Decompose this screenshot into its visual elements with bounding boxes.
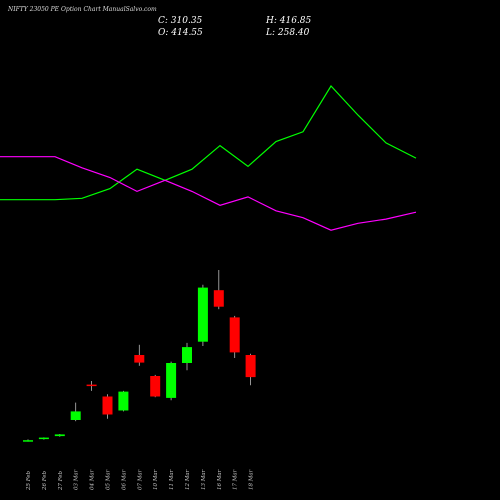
candle-body-6 <box>102 396 113 415</box>
candle-body-7 <box>118 391 129 411</box>
open-value: O: 414.55 <box>158 28 203 38</box>
x-tick-label: 16 Mar <box>217 469 223 490</box>
x-tick-label: 07 Mar <box>137 469 143 490</box>
x-tick-label: 12 Mar <box>185 469 191 490</box>
candle-body-14 <box>229 317 240 353</box>
candle-body-8 <box>134 355 145 363</box>
x-tick-label: 11 Mar <box>169 469 175 490</box>
chart-title: NIFTY 23050 PE Option Chart ManualSalvo.… <box>8 6 157 13</box>
candle-body-2 <box>38 437 49 440</box>
overlay-line-2 <box>0 156 417 231</box>
x-tick-label: 26 Feb <box>42 470 48 491</box>
high-value: H: 416.85 <box>266 16 312 26</box>
candle-body-3 <box>54 434 65 437</box>
candle-body-5 <box>86 384 97 387</box>
overlay-line-1 <box>0 85 417 201</box>
x-tick-label: 10 Mar <box>153 469 159 490</box>
candle-body-9 <box>150 376 161 397</box>
candle-body-4 <box>70 411 81 420</box>
candle-body-13 <box>213 290 224 307</box>
x-tick-label: 13 Mar <box>201 469 207 490</box>
x-tick-label: 05 Mar <box>106 469 112 490</box>
x-tick-label: 17 Mar <box>233 469 239 490</box>
candle-body-12 <box>197 287 208 342</box>
x-tick-label: 18 Mar <box>249 469 255 490</box>
candle-body-15 <box>245 355 256 378</box>
x-tick-label: 25 Feb <box>26 470 32 491</box>
close-value: C: 310.35 <box>158 16 203 26</box>
candle-body-11 <box>182 347 192 363</box>
candle-body-1 <box>23 440 33 442</box>
x-tick-label: 04 Mar <box>90 469 96 490</box>
x-tick-label: 03 Mar <box>74 469 80 490</box>
candle-body-10 <box>166 363 177 398</box>
low-value: L: 258.40 <box>266 28 310 38</box>
x-tick-label: 27 Feb <box>58 470 64 491</box>
x-tick-label: 06 Mar <box>121 469 127 490</box>
